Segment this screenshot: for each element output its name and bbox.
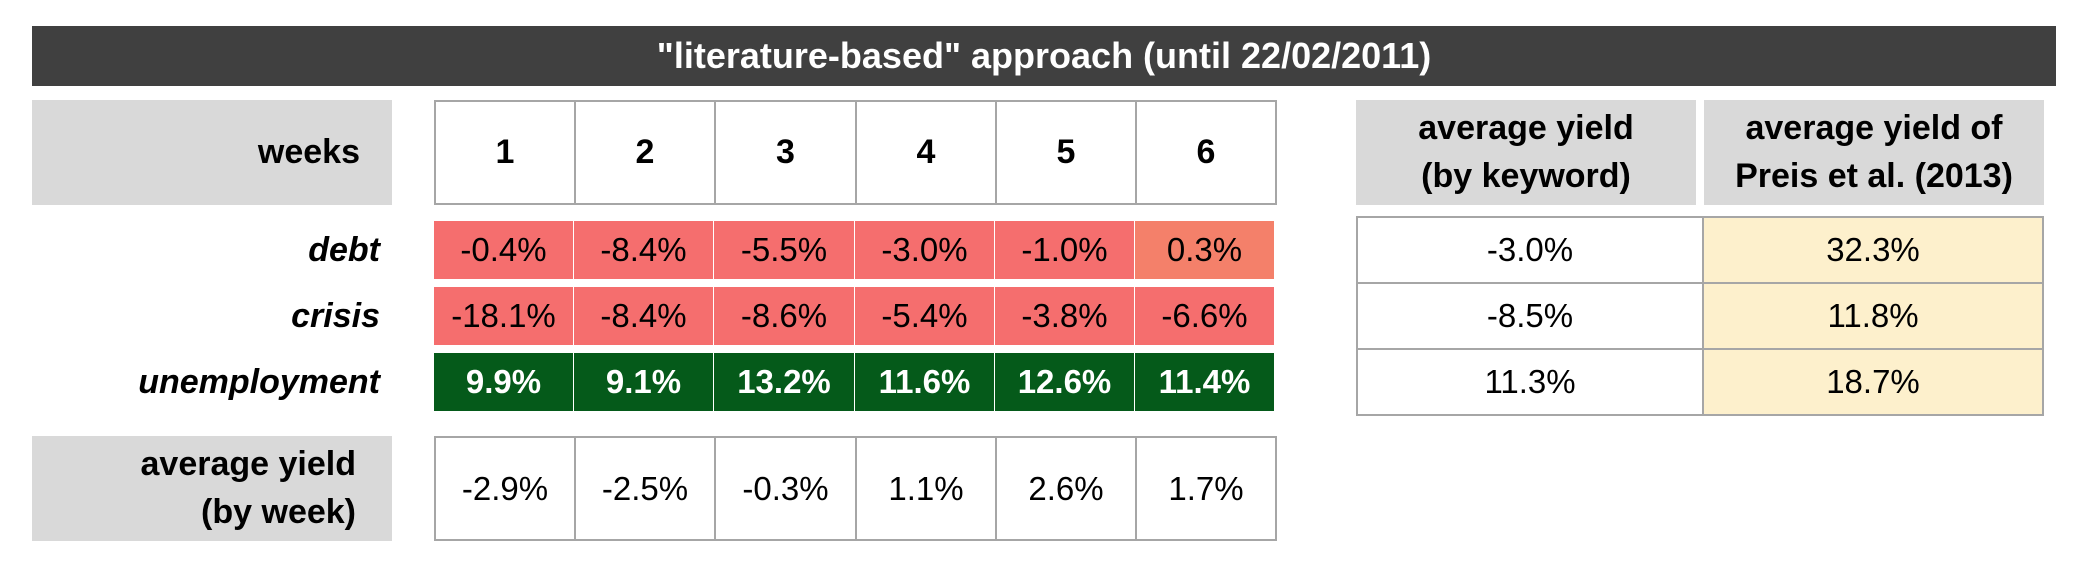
avg-keyword-header: average yield (by keyword) <box>1356 100 1696 205</box>
avg-by-keyword-cell: -3.0% <box>1356 216 1704 284</box>
week-header-cell: 2 <box>574 100 716 205</box>
value-cell: -3.8% <box>995 287 1134 345</box>
value-cell: -8.6% <box>714 287 854 345</box>
value-cell: -1.0% <box>995 221 1134 279</box>
preis-yield-cell: 32.3% <box>1702 216 2044 284</box>
week-header-cell: 6 <box>1135 100 1277 205</box>
avg-week-cell: 1.7% <box>1135 436 1277 541</box>
value-cell: 9.9% <box>434 353 573 411</box>
avg-by-week-label: average yield (by week) <box>32 436 392 541</box>
week-header-cell: 3 <box>714 100 857 205</box>
week-header-cell: 5 <box>995 100 1137 205</box>
value-cell: -5.5% <box>714 221 854 279</box>
preis-header-line2: Preis et al. (2013) <box>1735 156 2013 195</box>
avg-week-cell: -2.5% <box>574 436 716 541</box>
avg-week-cell: 2.6% <box>995 436 1137 541</box>
avg-keyword-header-line1: average yield <box>1418 108 1634 147</box>
value-cell: 13.2% <box>714 353 854 411</box>
value-cell: 11.4% <box>1135 353 1274 411</box>
value-cell: -18.1% <box>434 287 573 345</box>
keyword-label: crisis <box>291 296 380 335</box>
value-cell: 9.1% <box>574 353 713 411</box>
table-title: "literature-based" approach (until 22/02… <box>32 26 2056 86</box>
avg-by-keyword-cell: 11.3% <box>1356 348 1704 416</box>
avg-by-keyword-cell: -8.5% <box>1356 282 1704 350</box>
value-cell: 11.6% <box>855 353 994 411</box>
preis-header: average yield of Preis et al. (2013) <box>1704 100 2044 205</box>
week-header-cell: 4 <box>855 100 997 205</box>
value-cell: 0.3% <box>1135 221 1274 279</box>
avg-week-cell: -0.3% <box>714 436 857 541</box>
value-cell: -5.4% <box>855 287 994 345</box>
preis-yield-cell: 18.7% <box>1702 348 2044 416</box>
value-cell: 12.6% <box>995 353 1134 411</box>
keyword-label: unemployment <box>138 362 380 401</box>
week-header-cell: 1 <box>434 100 576 205</box>
value-cell: -8.4% <box>574 287 713 345</box>
value-cell: -3.0% <box>855 221 994 279</box>
avg-by-week-label-line1: average yield <box>140 444 356 483</box>
avg-by-week-label-line2: (by week) <box>201 492 356 531</box>
preis-header-line1: average yield of <box>1745 108 2003 147</box>
avg-week-cell: -2.9% <box>434 436 576 541</box>
value-cell: -8.4% <box>574 221 713 279</box>
avg-week-cell: 1.1% <box>855 436 997 541</box>
value-cell: -6.6% <box>1135 287 1274 345</box>
value-cell: -0.4% <box>434 221 573 279</box>
preis-yield-cell: 11.8% <box>1702 282 2044 350</box>
avg-keyword-header-line2: (by keyword) <box>1421 156 1631 195</box>
keyword-label: debt <box>308 230 380 269</box>
weeks-label: weeks <box>32 100 392 205</box>
